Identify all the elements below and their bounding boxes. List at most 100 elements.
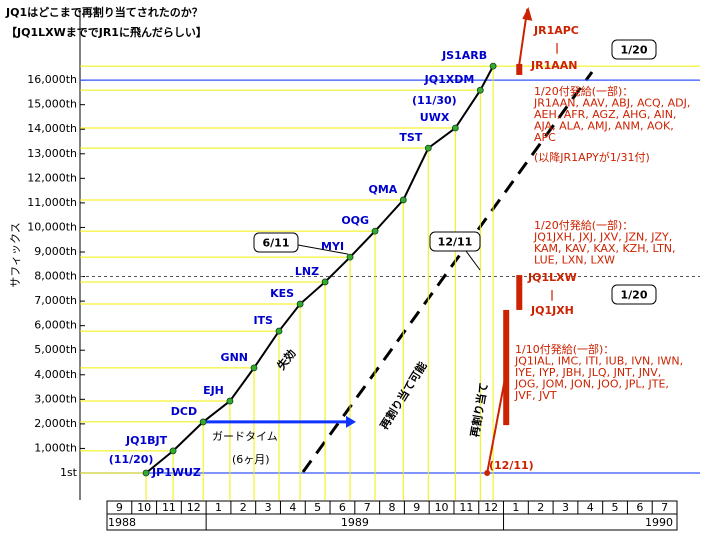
y-tick-label: 5,000th [34, 343, 77, 356]
list-line: KAM, KAV, KAX, KZH, LTN, [534, 242, 676, 255]
y-tick-label: 7,000th [34, 294, 77, 307]
callsign-label: JQ1JXH [530, 304, 574, 317]
point-label: TST [399, 131, 422, 144]
guard-time-arrowhead [346, 415, 356, 428]
x-tick-label: 11 [162, 501, 176, 514]
reassign-start-label: (12/11) [489, 459, 534, 472]
reassign-bar [516, 275, 523, 310]
data-point [371, 227, 379, 235]
date-box: 1/20 [621, 44, 648, 57]
data-point [489, 62, 497, 70]
date-box: 6/11 [263, 237, 290, 250]
x-tick-label: 10 [137, 501, 151, 514]
data-point [346, 253, 354, 261]
y-tick-label: 3,000th [34, 392, 77, 405]
date-box: 1/20 [621, 289, 648, 302]
list-line: JR1AAN, AAV, ABJ, ACQ, ADJ, [533, 97, 690, 110]
data-point [321, 278, 329, 286]
guard-time-label: (6ヶ月) [232, 453, 270, 466]
list-line: APC [534, 131, 556, 144]
data-point [169, 447, 177, 455]
reassign-start-point [484, 469, 491, 476]
list-line: AJA, ALA, AMJ, ANM, AOK, [534, 120, 674, 133]
reassign-arrowhead [522, 6, 533, 21]
point-label: LNZ [295, 265, 319, 278]
point-label: JP1WUZ [151, 466, 201, 479]
x-axis-frame [106, 500, 678, 531]
y-tick-label: 4,000th [34, 368, 77, 381]
y-tick-label: 8,000th [34, 270, 77, 283]
x-tick-label: 12 [187, 501, 201, 514]
list-heading: 1/20付発給(一部)： [534, 84, 633, 98]
data-point [199, 418, 207, 426]
y-tick-label: 15,000th [27, 98, 77, 111]
y-tick-label: 9,000th [34, 245, 77, 258]
x-tick-label: 10 [435, 501, 449, 514]
x-tick-label: 9 [413, 501, 420, 514]
guard-time-label: ガードタイム [212, 430, 278, 443]
data-point [399, 196, 407, 204]
list-line: LUE, LXN, LXW [534, 254, 615, 267]
x-tick-label: 3 [562, 501, 569, 514]
x-tick-label: 9 [116, 501, 123, 514]
list-heading: 1/20付発給(一部)： [534, 218, 633, 232]
point-label: JQ1BJT [125, 434, 168, 447]
x-tick-label: 4 [587, 501, 594, 514]
callsign-label: | [550, 288, 554, 301]
x-tick-label: 3 [265, 501, 272, 514]
point-label: DCD [171, 405, 197, 418]
x-tick-label: 12 [484, 501, 498, 514]
list-note: (以降JR1APYが1/31付) [534, 150, 650, 164]
x-tick-label: 1 [215, 501, 222, 514]
point-label: KES [270, 287, 294, 300]
date-box: 12/11 [438, 236, 473, 249]
point-label: EJH [203, 384, 224, 397]
y-tick-label: 13,000th [27, 147, 77, 160]
year-label: 1990 [645, 516, 673, 529]
x-tick-label: 2 [240, 501, 247, 514]
point-label: JS1ARB [441, 49, 487, 62]
projection-line [301, 71, 594, 473]
x-tick-label: 8 [389, 501, 396, 514]
year-label: 1989 [341, 516, 369, 529]
x-tick-label: 5 [612, 501, 619, 514]
y-tick-label: 1st [60, 466, 78, 479]
date-label: (11/30) [412, 94, 457, 107]
x-tick-label: 11 [459, 501, 473, 514]
list-heading: 1/10付発給(一部)： [515, 342, 614, 356]
x-tick-label: 6 [339, 501, 346, 514]
y-tick-label: 1,000th [34, 441, 77, 454]
point-label: GNN [221, 351, 248, 364]
reassign-bar [516, 63, 523, 75]
callsign-label: | [555, 41, 559, 54]
reassign-bar [503, 309, 510, 426]
data-point [250, 364, 258, 372]
y-tick-label: 11,000th [27, 196, 77, 209]
list-line: JQ1IAL, IMC, ITI, IUB, IVN, IWN, [514, 355, 683, 368]
y-tick-label: 10,000th [27, 220, 77, 233]
point-label: JQ1XDM [424, 73, 475, 86]
callsign-label: JR1AAN [530, 59, 577, 72]
point-label: QMA [368, 183, 397, 196]
data-point [275, 327, 283, 335]
callsign-label: JR1APC [533, 24, 579, 37]
chart-subtitle: 【JQ1LXWまででJR1に飛んだらしい】 [6, 26, 207, 39]
date-box-box [611, 284, 657, 305]
x-tick-label: 7 [661, 501, 668, 514]
reassign-line [486, 372, 508, 474]
data-point [424, 144, 432, 152]
y-tick-label: 14,000th [27, 122, 77, 135]
y-tick-label: 6,000th [34, 319, 77, 332]
data-point [476, 86, 484, 94]
data-point [142, 469, 150, 477]
x-tick-label: 1 [512, 501, 519, 514]
x-tick-label: 4 [289, 501, 296, 514]
year-label: 1988 [108, 516, 136, 529]
list-line: JOG, JOM, JON, JOO, JPL, JTE, [514, 378, 669, 391]
data-point [451, 124, 459, 132]
list-line: JQ1JXH, JXJ, JXV, JZN, JZY, [533, 231, 672, 244]
list-line: AEH, AFR, AGZ, AHG, AIN, [534, 108, 676, 121]
point-label: ITS [253, 314, 273, 327]
